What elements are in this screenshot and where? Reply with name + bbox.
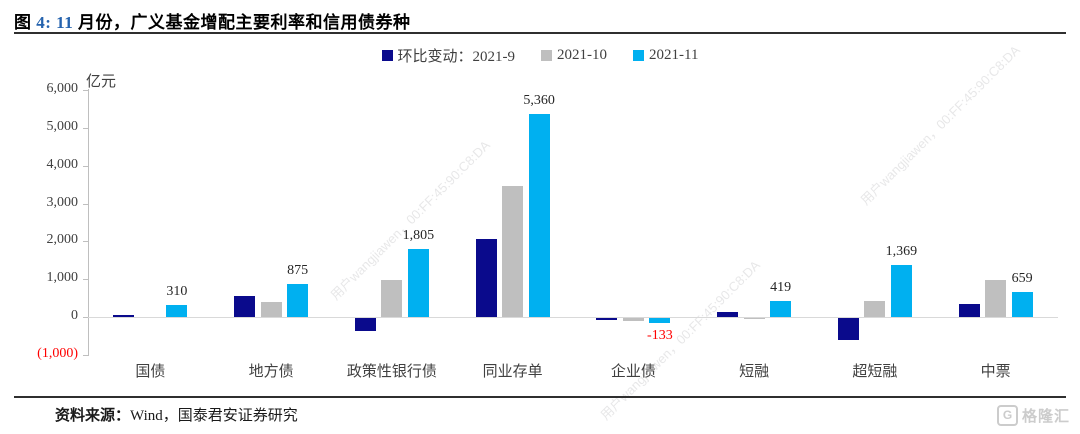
bar-2021-10-短融 <box>743 318 765 319</box>
bar-2021-10-政策性银行债 <box>381 279 403 317</box>
y-tick-mark <box>83 165 88 167</box>
y-tick-label: 5,000 <box>46 118 79 134</box>
y-tick-label: 3,000 <box>46 194 79 210</box>
y-tick-label: 4,000 <box>46 156 79 172</box>
gelonghui-logo: G 格隆汇 <box>996 405 1070 426</box>
y-tick-mark <box>83 354 88 356</box>
bar-2021-10-地方债 <box>260 302 282 317</box>
bar-2021-9-短融 <box>717 311 739 317</box>
title-segment: 月份，广义基金增配主要利率和信用债券种 <box>73 13 411 32</box>
gelonghui-logo-text: 格隆汇 <box>1021 409 1070 425</box>
legend-item-2021-9: 环比变动：2021-9 <box>381 45 516 66</box>
x-category-label: 政策性银行债 <box>346 364 437 380</box>
x-category-label: 超短融 <box>852 364 898 380</box>
y-tick-mark <box>83 127 88 129</box>
bar-value-label: 1,369 <box>885 244 918 260</box>
source-label: 资料来源： <box>55 408 131 424</box>
bar-2021-9-地方债 <box>234 296 256 317</box>
legend-swatch-icon <box>541 50 553 61</box>
y-tick-label: (1,000) <box>37 345 78 361</box>
bar-2021-11-政策性银行债 <box>407 248 429 317</box>
bar-value-label: 875 <box>287 262 309 278</box>
bar-value-label: 419 <box>770 280 792 296</box>
legend-item-2021-10: 2021-10 <box>541 45 607 66</box>
bar-2021-10-超短融 <box>864 300 886 317</box>
legend-item-2021-11: 2021-11 <box>633 45 698 66</box>
bar-2021-11-短融 <box>770 301 792 317</box>
bar-2021-10-同业存单 <box>502 185 524 317</box>
bar-value-label: 5,360 <box>523 93 555 109</box>
figure-title: 图 4: 11 月份，广义基金增配主要利率和信用债券种 <box>14 8 410 33</box>
y-tick-label: 1,000 <box>46 270 79 286</box>
bar-2021-9-国债 <box>113 314 135 317</box>
y-axis-line <box>88 89 89 356</box>
bar-2021-11-地方债 <box>287 283 309 317</box>
legend-label: 2021-11 <box>649 47 699 63</box>
bar-2021-11-企业债 <box>649 318 671 324</box>
y-axis-unit-label: 亿元 <box>86 74 117 90</box>
y-tick-label: 0 <box>71 308 78 323</box>
legend-label: 2021-10 <box>557 47 608 63</box>
y-tick-label: 2,000 <box>46 232 79 248</box>
bar-2021-11-同业存单 <box>528 114 550 317</box>
bar-2021-11-国债 <box>166 305 188 317</box>
title-divider <box>14 32 1066 34</box>
gelonghui-logo-icon: G <box>996 405 1018 426</box>
x-category-label: 企业债 <box>610 364 656 380</box>
bar-2021-10-企业债 <box>622 318 644 322</box>
bar-2021-9-企业债 <box>596 318 618 321</box>
x-category-label: 地方债 <box>248 364 294 380</box>
bar-value-label: -133 <box>647 328 673 344</box>
bar-2021-9-超短融 <box>837 318 859 340</box>
title-segment: 11 <box>56 13 74 32</box>
y-tick-mark <box>83 241 88 243</box>
bar-2021-9-中票 <box>958 303 980 317</box>
title-segment: 4: <box>36 13 57 32</box>
y-tick-mark <box>83 203 88 205</box>
source-note: 资料来源：Wind，国泰君安证券研究 <box>55 404 298 425</box>
bar-2021-9-政策性银行债 <box>354 318 376 332</box>
x-category-label: 中票 <box>980 364 1011 380</box>
bar-2021-11-超短融 <box>890 265 912 317</box>
bar-value-label: 310 <box>166 284 188 300</box>
zero-baseline <box>88 317 1058 318</box>
source-text: Wind，国泰君安证券研究 <box>130 408 298 424</box>
bar-2021-9-同业存单 <box>475 239 497 317</box>
title-segment: 图 <box>14 13 37 32</box>
y-tick-label: 6,000 <box>46 81 79 96</box>
x-category-label: 国债 <box>135 364 166 380</box>
footer-divider <box>14 396 1066 398</box>
y-tick-mark <box>83 317 88 318</box>
legend-swatch-icon <box>633 50 645 61</box>
legend-swatch-icon <box>381 50 393 61</box>
chart-legend: 环比变动：2021-9 2021-10 2021-11 <box>0 45 1080 66</box>
bar-value-label: 1,805 <box>402 227 435 243</box>
bar-2021-11-中票 <box>1011 292 1033 317</box>
bar-2021-10-中票 <box>985 280 1007 317</box>
bar-value-label: 659 <box>1011 271 1033 287</box>
x-category-label: 短融 <box>739 364 770 380</box>
y-tick-mark <box>83 279 88 281</box>
legend-label: 环比变动：2021-9 <box>397 49 516 65</box>
x-category-label: 同业存单 <box>482 364 543 380</box>
y-tick-mark <box>83 90 88 91</box>
